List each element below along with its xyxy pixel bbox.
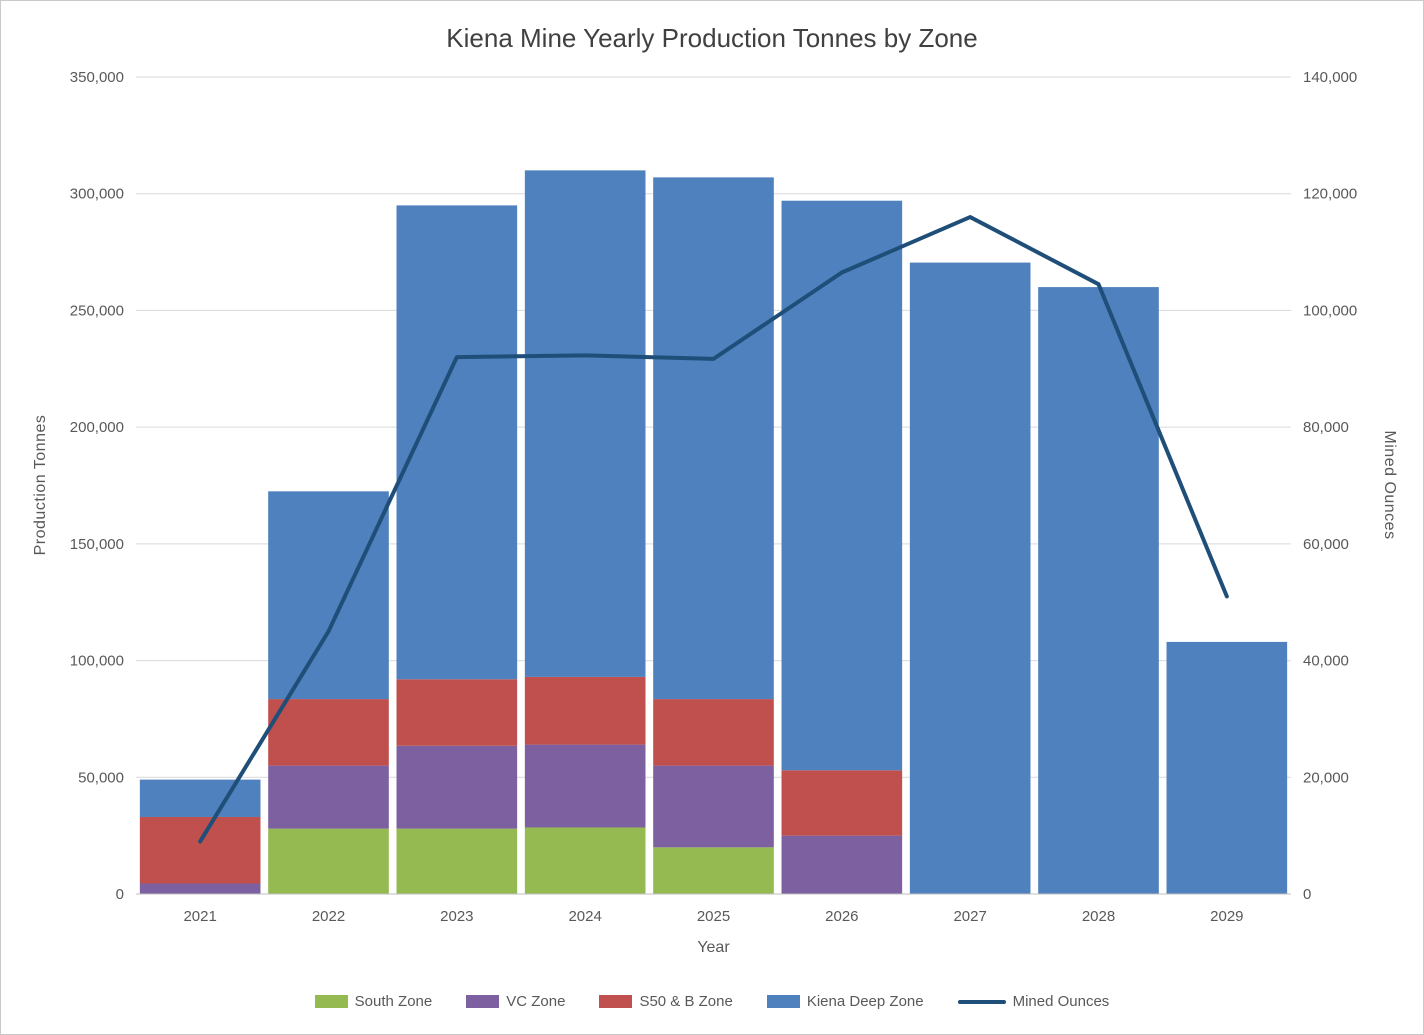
- legend-item-vc-zone: VC Zone: [466, 993, 565, 1010]
- legend-item-s50-b-zone: S50 & B Zone: [599, 993, 733, 1010]
- legend: South Zone VC Zone S50 & B Zone Kiena Deep …: [1, 993, 1423, 1010]
- bar-segment-s50-b-zone-2025: [653, 699, 774, 766]
- bar-segment-kiena-deep-zone-2022: [268, 491, 389, 700]
- x-axis-tick-label: 2024: [568, 908, 601, 925]
- bar-segment-s50-b-zone-2026: [781, 770, 903, 836]
- bar-segment-south-zone-2023: [396, 828, 518, 894]
- bar-segment-vc-zone-2025: [653, 765, 774, 848]
- bar-segment-kiena-deep-zone-2023: [396, 205, 518, 680]
- bar-segment-kiena-deep-zone-2025: [653, 177, 774, 700]
- right-axis-tick-label: 120,000: [1303, 186, 1357, 203]
- bar-segment-kiena-deep-zone-2026: [781, 200, 903, 771]
- left-axis-tick-label: 0: [116, 886, 124, 903]
- right-axis-title: Mined Ounces: [1381, 430, 1398, 540]
- right-axis-tick-label: 0: [1303, 886, 1311, 903]
- bar-segment-vc-zone-2026: [781, 835, 903, 894]
- legend-line-marker: [957, 999, 1006, 1004]
- bar-segment-kiena-deep-zone-2028: [1038, 287, 1159, 895]
- legend-item-kiena-deep-zone: Kiena Deep Zone: [766, 993, 924, 1010]
- legend-label: South Zone: [354, 993, 433, 1010]
- bar-segment-s50-b-zone-2023: [396, 679, 518, 746]
- left-axis-tick-label: 300,000: [70, 186, 124, 203]
- left-axis-title: Production Tonnes: [32, 414, 49, 556]
- x-axis-tick-label: 2022: [312, 908, 345, 925]
- right-axis-tick-label: 20,000: [1303, 769, 1349, 786]
- bar-segment-kiena-deep-zone-2027: [909, 262, 1031, 895]
- legend-swatch: [466, 995, 500, 1008]
- bar-segment-south-zone-2022: [268, 828, 389, 894]
- line-series-mined-ounces: [198, 215, 1229, 844]
- bar-segment-vc-zone-2023: [396, 745, 518, 829]
- legend-label: VC Zone: [506, 993, 566, 1010]
- legend-label: Kiena Deep Zone: [806, 993, 924, 1010]
- bar-segment-kiena-deep-zone-2021: [139, 779, 261, 817]
- legend-label: S50 & B Zone: [639, 993, 733, 1010]
- x-axis-title: Year: [697, 939, 730, 956]
- x-axis-tick-label: 2029: [1210, 908, 1243, 925]
- x-axis-tick-label: 2026: [825, 908, 858, 925]
- bar-segment-south-zone-2024: [524, 827, 646, 894]
- legend-label: Mined Ounces: [1012, 993, 1110, 1010]
- legend-swatch: [314, 995, 348, 1008]
- chart-title: Kiena Mine Yearly Production Tonnes by Z…: [446, 23, 978, 53]
- right-axis-tick-label: 80,000: [1303, 419, 1349, 436]
- x-axis-tick-label: 2027: [953, 908, 986, 925]
- left-axis-tick-label: 150,000: [70, 536, 124, 553]
- legend-swatch: [766, 995, 800, 1008]
- left-axis-tick-label: 50,000: [78, 769, 124, 786]
- legend-swatch: [599, 995, 633, 1008]
- right-axis-tick-label: 40,000: [1303, 653, 1349, 670]
- bar-segment-south-zone-2025: [653, 847, 774, 894]
- left-axis-tick-label: 350,000: [70, 69, 124, 86]
- bar-segment-kiena-deep-zone-2024: [524, 170, 646, 677]
- bar-segment-vc-zone-2022: [268, 765, 389, 829]
- right-axis-tick-label: 140,000: [1303, 69, 1357, 86]
- left-axis-tick-label: 250,000: [70, 302, 124, 319]
- x-axis-tick-label: 2023: [440, 908, 473, 925]
- x-axis-tick-label: 2028: [1082, 908, 1115, 925]
- right-axis-tick-label: 60,000: [1303, 536, 1349, 553]
- bar-segment-s50-b-zone-2024: [524, 676, 646, 745]
- right-axis-tick-label: 100,000: [1303, 302, 1357, 319]
- left-axis-tick-label: 100,000: [70, 653, 124, 670]
- x-axis-tick-label: 2025: [697, 908, 730, 925]
- bar-segment-kiena-deep-zone-2029: [1166, 641, 1288, 894]
- x-axis-tick-label: 2021: [183, 908, 216, 925]
- legend-item-south-zone: South Zone: [314, 993, 433, 1010]
- bar-segment-s50-b-zone-2022: [268, 699, 389, 766]
- bar-segment-s50-b-zone-2021: [139, 816, 261, 884]
- legend-item-mined-ounces: Mined Ounces: [957, 993, 1110, 1010]
- bar-segment-vc-zone-2021: [139, 883, 261, 894]
- bar-segment-vc-zone-2024: [524, 744, 646, 828]
- left-axis-tick-label: 200,000: [70, 419, 124, 436]
